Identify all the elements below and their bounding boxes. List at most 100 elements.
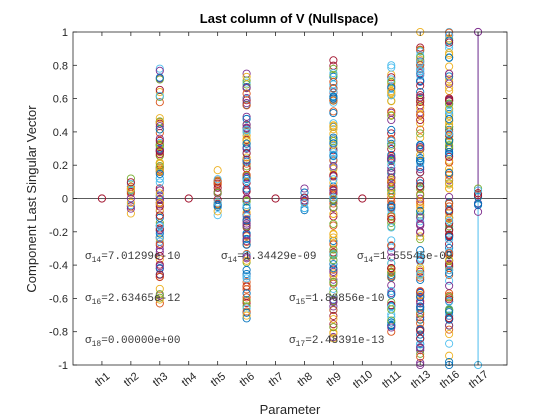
data-point: [155, 299, 164, 308]
data-point: [445, 265, 454, 275]
y-tick-label: -0.8: [49, 327, 68, 339]
data-point: [242, 157, 251, 166]
data-point: [213, 188, 222, 197]
data-point: [445, 79, 454, 88]
data-point: [387, 175, 396, 184]
data-point: [387, 136, 396, 146]
data-point: [416, 115, 425, 125]
y-axis-label: Component Last Singular Vector: [24, 105, 39, 293]
data-point: [445, 95, 454, 104]
data-point: [445, 207, 454, 216]
data-point: [445, 99, 454, 108]
data-point: [242, 265, 251, 275]
data-point: [242, 101, 251, 110]
data-point: [242, 144, 251, 153]
y-tick-label: 0.4: [53, 127, 68, 139]
data-point: [155, 136, 164, 145]
data-point: [416, 81, 425, 90]
data-point: [445, 260, 454, 269]
data-point: [213, 166, 222, 175]
data-point: [213, 207, 222, 216]
data-point: [387, 202, 396, 211]
data-point: [329, 139, 338, 148]
data-point: [445, 233, 454, 242]
data-point: [329, 250, 338, 259]
data-point: [387, 236, 396, 245]
data-point: [242, 236, 251, 245]
data-point: [387, 61, 396, 70]
data-point: [416, 76, 425, 85]
data-point: [416, 61, 425, 70]
data-point: [329, 156, 338, 165]
data-point: [416, 269, 425, 278]
data-point: [416, 349, 425, 358]
data-point: [242, 269, 251, 279]
data-point: [445, 213, 454, 222]
data-point: [155, 191, 164, 200]
data-point: [329, 240, 338, 249]
data-point: [387, 107, 396, 116]
data-point: [416, 297, 425, 306]
data-point: [445, 50, 454, 59]
data-point: [155, 262, 164, 271]
data-point: [155, 150, 164, 159]
data-point: [387, 253, 396, 262]
data-point: [155, 64, 164, 73]
data-point: [387, 320, 396, 329]
data-point: [416, 57, 425, 66]
data-point: [416, 334, 425, 343]
data-point: [445, 192, 454, 202]
data-point: [416, 197, 425, 206]
data-point: [416, 275, 425, 284]
data-point: [445, 325, 454, 334]
data-point: [445, 38, 454, 47]
data-point: [329, 77, 338, 86]
data-point: [416, 273, 425, 282]
data-point: [300, 203, 309, 213]
sigma-annotation: σ16=2.63465e-12: [85, 293, 180, 307]
sigma-annotation: σ15=1.80856e-10: [289, 293, 384, 307]
data-point: [155, 98, 164, 107]
y-tick-label: -0.4: [49, 260, 68, 272]
data-point: [329, 333, 338, 342]
data-point: [445, 129, 454, 138]
data-point: [387, 150, 396, 159]
data-point: [300, 188, 309, 197]
data-point: [329, 264, 338, 273]
data-point: [445, 75, 454, 84]
data-point: [329, 108, 338, 118]
data-point: [445, 174, 454, 184]
data-point: [242, 170, 251, 179]
y-tick-label: -0.6: [49, 293, 68, 305]
data-point: [242, 272, 251, 281]
data-point: [242, 120, 251, 129]
y-tick-label: -0.2: [49, 227, 68, 239]
data-point: [416, 299, 425, 308]
data-point: [329, 306, 338, 315]
data-point: [387, 215, 396, 224]
data-point: [416, 191, 425, 200]
data-point: [329, 315, 338, 324]
data-point: [329, 87, 338, 96]
data-point: [416, 251, 425, 260]
data-point: [242, 240, 251, 249]
data-point: [416, 45, 425, 54]
data-point: [242, 302, 251, 311]
data-point: [155, 264, 164, 273]
data-point: [387, 91, 396, 100]
data-point: [474, 199, 483, 208]
data-point: [242, 136, 251, 145]
data-point: [329, 203, 338, 212]
data-point: [445, 293, 454, 302]
data-point: [329, 295, 338, 305]
y-tick-label: 0.2: [53, 160, 68, 172]
data-point: [387, 169, 396, 178]
data-point: [416, 53, 425, 62]
data-point: [445, 295, 454, 304]
data-point: [155, 75, 164, 84]
annotation-group: σ14=7.01299e-10 σ14=1.34429e-09 σ14=1.5554…: [85, 251, 452, 349]
data-point: [242, 78, 251, 87]
data-point: [242, 295, 251, 305]
data-point: [155, 237, 164, 246]
data-point: [155, 189, 164, 198]
